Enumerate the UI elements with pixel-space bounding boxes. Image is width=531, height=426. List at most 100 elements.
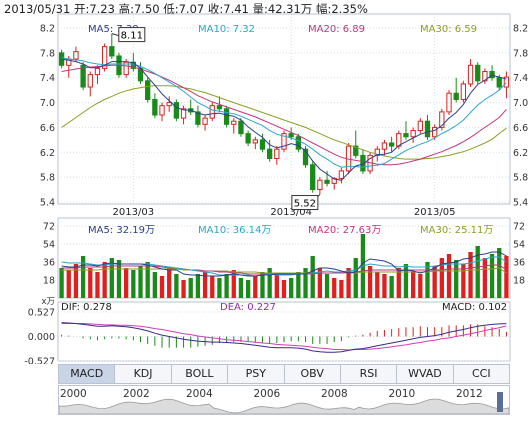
candle-body[interactable]	[338, 170, 345, 179]
volume-bar[interactable]	[497, 248, 502, 298]
volume-bar[interactable]	[317, 268, 323, 298]
candle-body[interactable]	[482, 71, 488, 82]
volume-bar[interactable]	[296, 272, 301, 298]
candle-body[interactable]	[274, 148, 280, 160]
candle-body[interactable]	[424, 120, 431, 138]
volume-bar[interactable]	[332, 278, 337, 298]
candle-body[interactable]	[101, 46, 108, 69]
candle-body[interactable]	[417, 120, 423, 132]
candle-body[interactable]	[252, 139, 258, 144]
candle-body[interactable]	[180, 108, 187, 119]
volume-bar[interactable]	[461, 264, 466, 298]
volume-bar[interactable]	[59, 268, 64, 298]
candle-body[interactable]	[195, 111, 201, 125]
candle-body[interactable]	[123, 61, 129, 76]
volume-bar[interactable]	[274, 274, 279, 298]
volume-bar[interactable]	[167, 268, 172, 298]
volume-bar[interactable]	[382, 274, 387, 298]
candle-body[interactable]	[489, 71, 495, 79]
candle-body[interactable]	[266, 148, 273, 160]
candle-body[interactable]	[73, 51, 79, 60]
tab-boll[interactable]: BOLL	[171, 365, 229, 383]
volume-bar[interactable]	[403, 264, 409, 298]
volume-bar[interactable]	[410, 272, 416, 298]
volume-bar[interactable]	[245, 280, 251, 298]
candle-body[interactable]	[259, 139, 266, 150]
candle-body[interactable]	[503, 76, 510, 88]
candle-body[interactable]	[238, 120, 244, 135]
volume-bar[interactable]	[73, 264, 79, 298]
volume-bar[interactable]	[310, 256, 315, 298]
volume-bar[interactable]	[353, 258, 358, 298]
tab-rsi[interactable]: RSI	[340, 365, 398, 383]
volume-bar[interactable]	[224, 274, 229, 298]
volume-bar[interactable]	[396, 268, 401, 298]
volume-bar[interactable]	[454, 260, 459, 298]
candle-body[interactable]	[223, 108, 230, 125]
volume-bar[interactable]	[432, 266, 437, 298]
candle-body[interactable]	[403, 133, 409, 138]
candle-body[interactable]	[475, 64, 481, 82]
candle-body[interactable]	[432, 126, 438, 138]
volume-bar[interactable]	[95, 272, 100, 298]
volume-bar[interactable]	[504, 256, 509, 298]
candle-body[interactable]	[381, 142, 388, 150]
volume-bar[interactable]	[188, 278, 193, 298]
candle-body[interactable]	[87, 74, 93, 88]
candle-body[interactable]	[295, 136, 302, 150]
volume-bar[interactable]	[66, 270, 71, 298]
volume-bar[interactable]	[339, 280, 344, 298]
volume-bar[interactable]	[231, 270, 236, 298]
volume-bar[interactable]	[131, 270, 136, 298]
volume-bar[interactable]	[174, 274, 179, 298]
volume-bar[interactable]	[124, 268, 129, 298]
candle-body[interactable]	[453, 92, 459, 100]
volume-bar[interactable]	[88, 268, 93, 298]
candle-body[interactable]	[496, 77, 502, 88]
volume-bar[interactable]	[159, 276, 165, 298]
volume-bar[interactable]	[109, 258, 114, 298]
volume-bar[interactable]	[102, 262, 107, 298]
volume-bar[interactable]	[446, 254, 452, 298]
volume-bar[interactable]	[324, 274, 330, 298]
candle-body[interactable]	[145, 80, 151, 100]
candle-body[interactable]	[281, 133, 287, 150]
candle-body[interactable]	[317, 179, 323, 191]
candle-body[interactable]	[360, 154, 366, 172]
volume-bar[interactable]	[468, 252, 473, 298]
volume-bar[interactable]	[482, 258, 488, 298]
candle-body[interactable]	[216, 105, 223, 110]
volume-bar[interactable]	[152, 272, 158, 298]
candle-body[interactable]	[388, 142, 395, 147]
tab-wvad[interactable]: WVAD	[397, 365, 454, 383]
candle-body[interactable]	[231, 120, 237, 125]
volume-bar[interactable]	[195, 274, 201, 298]
candle-body[interactable]	[152, 98, 158, 116]
candle-body[interactable]	[310, 164, 316, 191]
candle-body[interactable]	[324, 179, 330, 184]
volume-bar[interactable]	[145, 262, 150, 298]
candle-body[interactable]	[173, 102, 180, 119]
volume-bar[interactable]	[260, 272, 265, 298]
volume-bar[interactable]	[439, 258, 444, 298]
volume-bar[interactable]	[210, 276, 215, 298]
stock-chart[interactable]: 8.2 8.2 7.8 7.8 7.4 7.4 7.0 7.0 6.6 6.6 6.2 6.2 5.8 5…	[0, 0, 531, 364]
tab-macd[interactable]: MACD	[59, 365, 116, 383]
history-timeline[interactable]: 2000 2002 2004 2006 2008 2010 2012	[58, 385, 510, 415]
volume-bar[interactable]	[289, 278, 294, 298]
candle-body[interactable]	[374, 148, 380, 156]
volume-bar[interactable]	[267, 268, 272, 298]
volume-bar[interactable]	[253, 276, 258, 298]
volume-bar[interactable]	[181, 280, 186, 298]
volume-bar[interactable]	[367, 266, 373, 298]
volume-bar[interactable]	[80, 256, 86, 298]
candle-body[interactable]	[80, 64, 86, 88]
candle-body[interactable]	[288, 133, 294, 138]
volume-bar[interactable]	[425, 262, 430, 298]
candle-body[interactable]	[439, 111, 445, 128]
candle-body[interactable]	[302, 148, 309, 166]
volume-bar[interactable]	[138, 266, 143, 298]
volume-bar[interactable]	[217, 278, 222, 298]
timeline-range-handle[interactable]	[497, 392, 503, 412]
tab-obv[interactable]: OBV	[284, 365, 341, 383]
